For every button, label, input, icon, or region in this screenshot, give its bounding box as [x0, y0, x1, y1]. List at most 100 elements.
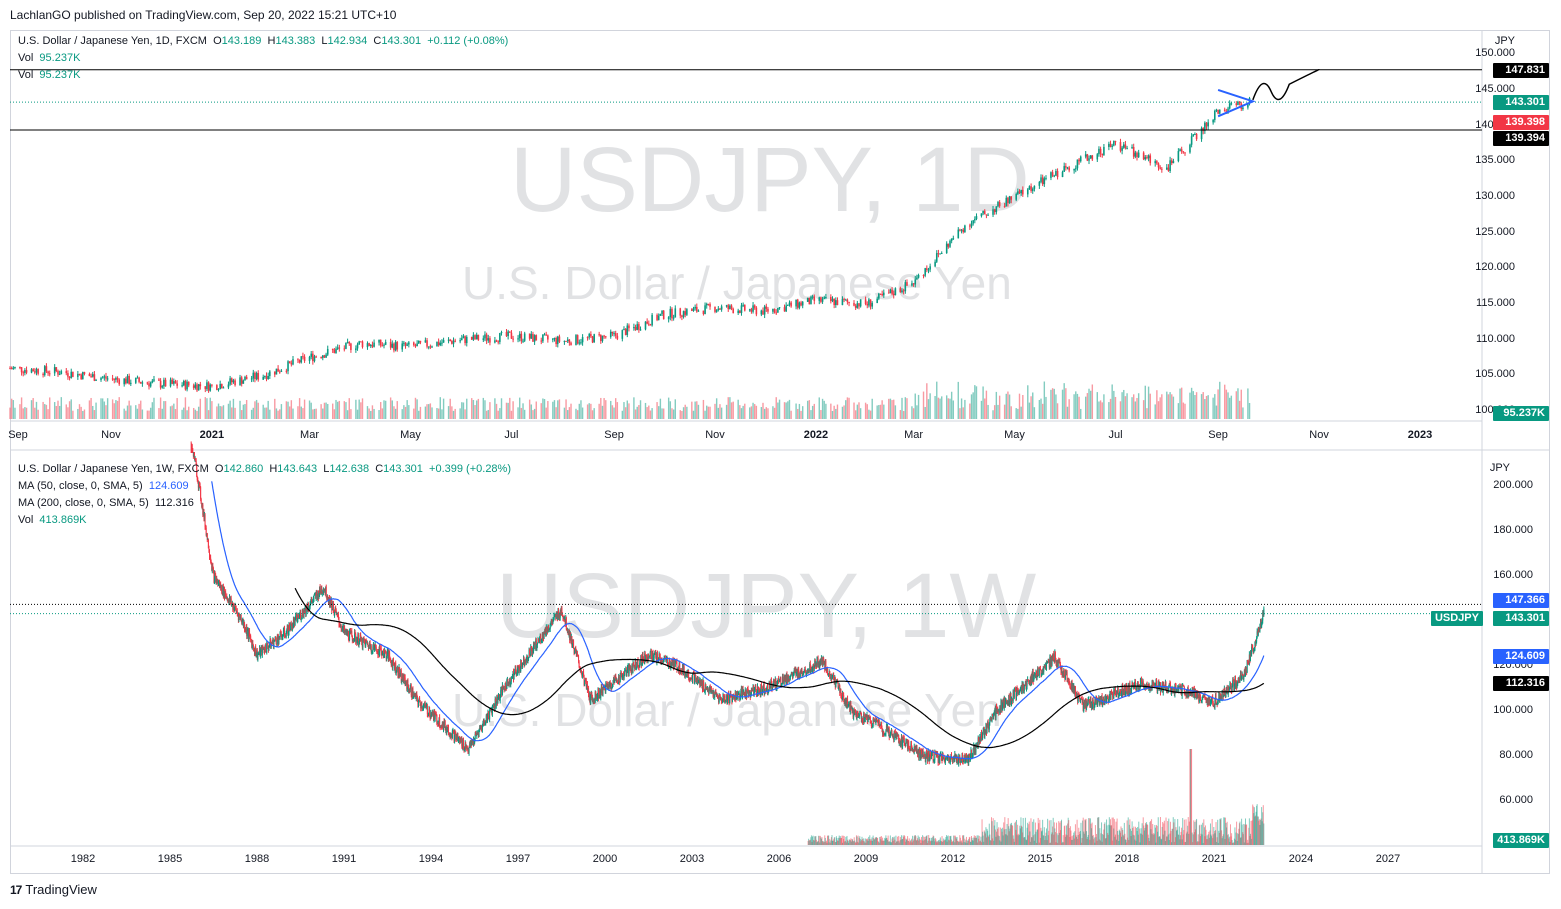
volume-bar — [1075, 835, 1077, 845]
volume-bar — [819, 842, 821, 845]
volume-bar — [414, 397, 417, 419]
candle-body — [550, 623, 552, 625]
volume-bar — [153, 397, 155, 419]
candle-body — [819, 661, 821, 668]
volume-bar — [1138, 821, 1140, 845]
volume-bar — [1205, 395, 1208, 419]
candle-body — [495, 698, 497, 707]
volume-bar — [252, 407, 254, 419]
volume-bar — [1237, 834, 1239, 845]
candle-body — [443, 721, 445, 728]
candle-body — [431, 713, 433, 717]
candle-body — [858, 303, 860, 307]
candle-body — [562, 615, 564, 619]
candle-body — [742, 688, 744, 698]
volume-bar — [1060, 821, 1062, 845]
candle-body — [589, 692, 591, 705]
volume-bar — [1027, 822, 1029, 845]
candle-body — [593, 334, 595, 343]
volume-bar — [300, 406, 302, 419]
candle-body — [737, 310, 739, 313]
candle-body — [866, 304, 869, 306]
candle-body — [381, 652, 383, 656]
volume-bar — [897, 840, 899, 845]
candle-body — [499, 696, 501, 701]
candle-body — [805, 672, 807, 675]
drawing-tools-1d[interactable] — [1217, 68, 1320, 118]
candle-body — [186, 381, 188, 390]
volume-bar — [53, 402, 56, 419]
volume-bar — [907, 836, 909, 845]
candle-body — [649, 656, 651, 658]
candle-body — [669, 659, 671, 666]
candle-body — [209, 556, 211, 558]
volume-bar — [323, 402, 326, 419]
volume-bar — [547, 401, 549, 419]
volume-bar — [1193, 832, 1195, 845]
volume-bar — [903, 835, 905, 845]
volume-bar — [1119, 401, 1122, 419]
candle-body — [439, 342, 442, 346]
volume-bar — [916, 405, 918, 419]
candle-body — [493, 706, 495, 708]
volume-bar — [1200, 394, 1203, 419]
candle-body — [300, 618, 302, 620]
projection-curve[interactable] — [1252, 68, 1320, 101]
volume-bar — [1029, 841, 1031, 845]
volume-bar — [1256, 805, 1258, 845]
candle-body — [369, 643, 371, 646]
candle-body — [320, 357, 322, 359]
candle-body — [822, 661, 824, 665]
candle-body — [380, 648, 382, 650]
candle-body — [408, 342, 410, 345]
candle-body — [795, 299, 797, 307]
candle-body — [1184, 152, 1186, 154]
volume-bar — [1251, 820, 1253, 845]
volume-bar — [418, 410, 420, 419]
pennant-drawing[interactable] — [1217, 88, 1256, 118]
candle-body — [1227, 108, 1229, 113]
candle-body — [848, 302, 850, 304]
volume-bar — [1213, 831, 1215, 845]
volume-bar — [1003, 404, 1006, 419]
volume-bar — [1151, 819, 1153, 845]
volume-bar — [1258, 819, 1260, 845]
volume-bar — [1216, 837, 1218, 845]
candle-body — [483, 720, 485, 726]
volume-bar — [730, 402, 733, 419]
candle-body — [333, 349, 336, 354]
candle-body — [733, 695, 735, 698]
volume-bar — [401, 409, 403, 419]
candle-body — [896, 733, 898, 737]
volume-bar — [1194, 829, 1196, 845]
candle-body — [957, 229, 960, 239]
candle-body — [274, 637, 276, 640]
candle-body — [192, 452, 194, 457]
candle-body — [474, 335, 476, 340]
candle-body — [874, 718, 876, 721]
volume-bar — [262, 404, 264, 419]
candle-body — [355, 634, 357, 642]
candle-body — [1230, 103, 1233, 105]
volume-bar — [989, 840, 991, 845]
candle-body — [237, 613, 239, 615]
candle-body — [232, 606, 234, 610]
candle-body — [257, 653, 259, 660]
candle-body — [215, 574, 217, 582]
candle-body — [237, 614, 239, 620]
volume-bar — [813, 840, 815, 845]
candle-body — [366, 343, 369, 348]
volume-bar — [800, 410, 802, 419]
volume-bar — [1172, 396, 1175, 419]
volume-bar — [725, 404, 728, 419]
volume-bar — [1013, 838, 1015, 845]
candle-body — [653, 654, 655, 659]
volume-bar — [1065, 834, 1067, 845]
volume-bar — [808, 838, 810, 845]
candle-body — [833, 679, 835, 682]
candle-body — [853, 709, 855, 716]
candle-body — [832, 676, 834, 679]
volume-bar — [68, 401, 71, 419]
candle-body — [824, 663, 826, 671]
